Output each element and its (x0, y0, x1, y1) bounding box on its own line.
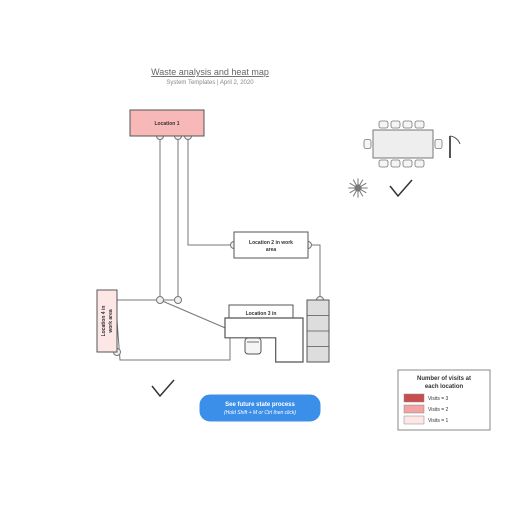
chair-icon (415, 160, 424, 167)
future-state-button-sublabel: (Hold Shift + M or Ctrl then click) (224, 410, 296, 416)
checkmark-icon (390, 180, 412, 196)
chair-icon (415, 121, 424, 128)
walk-path (308, 245, 320, 300)
legend-swatch (404, 416, 424, 424)
chair-icon (364, 140, 371, 149)
legend-title: Number of visits at (417, 376, 471, 382)
loc2-label: Location 2 in work (249, 240, 293, 246)
loc4-box (97, 290, 117, 352)
walk-path (117, 320, 230, 360)
chair-icon (435, 140, 442, 149)
checkmark-icon (152, 380, 174, 396)
path-node (157, 297, 164, 304)
chair-icon (379, 160, 388, 167)
loc3-label: Location 3 in (246, 311, 277, 317)
burst-icon (354, 184, 361, 191)
svg-text:Location 4 in: Location 4 in (101, 306, 107, 337)
legend-swatch (404, 405, 424, 413)
chair-icon (391, 121, 400, 128)
desk-shape (225, 318, 303, 362)
future-state-button[interactable] (200, 395, 320, 421)
future-state-button-label: See future state process (225, 402, 295, 408)
walk-path (188, 136, 234, 245)
legend-label: Visits = 1 (428, 418, 449, 424)
conference-table (373, 130, 433, 158)
chair-icon (391, 160, 400, 167)
diagram-canvas: Waste analysis and heat map System Templa… (0, 0, 516, 516)
walk-path (160, 136, 230, 330)
legend-label: Visits = 2 (428, 407, 449, 413)
legend-label: Visits = 3 (428, 396, 449, 402)
page-subtitle: System Templates | April 2, 2020 (166, 80, 254, 86)
loc4-label: Location 4 inwork area (101, 306, 114, 337)
loc1-label: Location 1 (154, 121, 179, 127)
legend-swatch (404, 394, 424, 402)
path-node (175, 297, 182, 304)
walk-path (107, 136, 178, 300)
desk-chair-icon (245, 338, 261, 354)
page-title: Waste analysis and heat map (151, 67, 269, 77)
legend-title2: each location (425, 384, 464, 390)
svg-text:work area: work area (108, 309, 114, 334)
loc2-label2: area (266, 247, 277, 253)
chair-icon (379, 121, 388, 128)
door-arc (450, 136, 460, 144)
chair-icon (403, 160, 412, 167)
chair-icon (403, 121, 412, 128)
